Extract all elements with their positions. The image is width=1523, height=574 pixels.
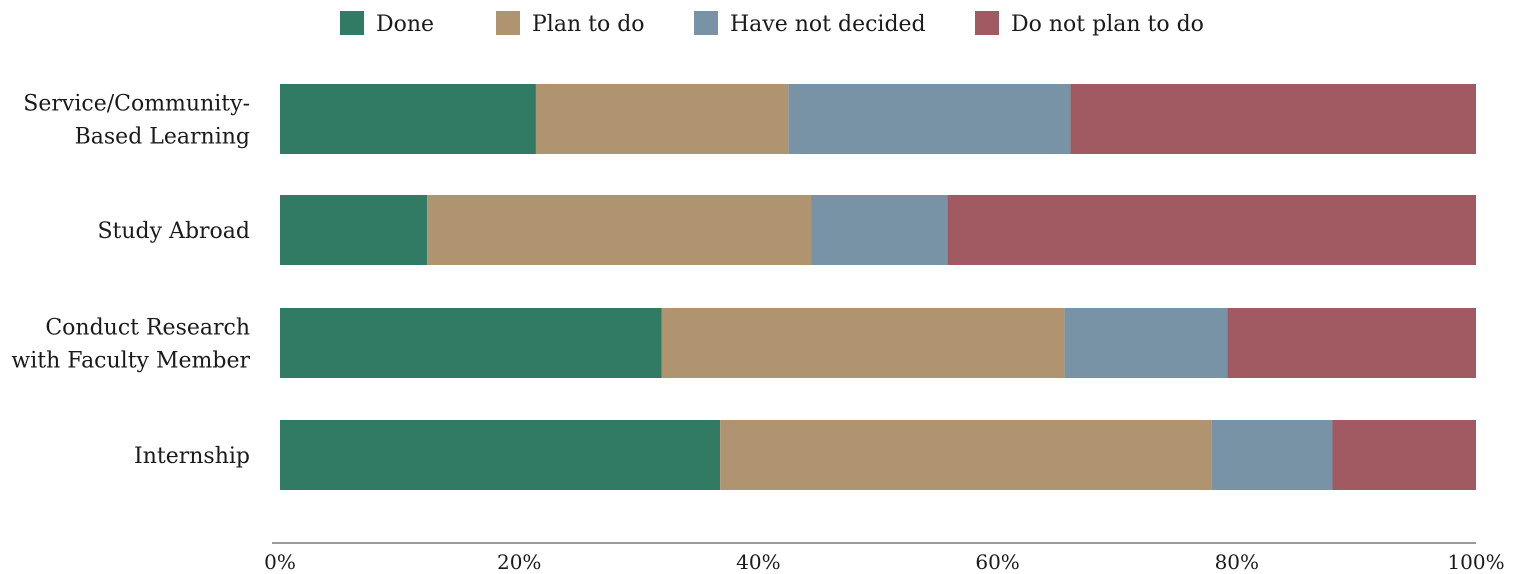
legend-label-0: Done	[376, 12, 434, 37]
category-label-3-0: Internship	[134, 444, 250, 469]
category-label-0-1: Based Learning	[75, 125, 250, 150]
bar-segment-1-0	[280, 195, 427, 265]
category-label-2-0: Conduct Research	[45, 316, 250, 341]
bar-segment-3-2	[1212, 420, 1333, 490]
bar-segment-0-2	[788, 84, 1070, 154]
bar-segment-0-0	[280, 84, 536, 154]
category-label-0-0: Service/Community-	[23, 92, 250, 117]
x-tick-label-3: 60%	[975, 550, 1019, 574]
legend-label-1: Plan to do	[532, 12, 645, 37]
bar-segment-1-3	[947, 195, 1476, 265]
x-tick-label-2: 40%	[736, 550, 780, 574]
bar-segment-2-3	[1227, 308, 1476, 378]
legend: Done Plan to do Have not decided Do not pla…	[340, 11, 1204, 37]
bar-segment-2-1	[662, 308, 1065, 378]
x-tick-label-4: 80%	[1215, 550, 1259, 574]
x-tick-label-1: 20%	[497, 550, 541, 574]
x-tick-label-5: 100%	[1447, 550, 1504, 574]
legend-label-2: Have not decided	[730, 12, 926, 37]
bar-segment-1-1	[427, 195, 811, 265]
legend-label-3: Do not plan to do	[1011, 12, 1204, 37]
bar-segment-0-3	[1071, 84, 1476, 154]
bar-segment-3-0	[280, 420, 720, 490]
legend-swatch-3	[975, 11, 999, 35]
category-label-2-1: with Faculty Member	[11, 349, 250, 374]
legend-swatch-0	[340, 11, 364, 35]
category-label-1-0: Study Abroad	[97, 219, 250, 244]
bar-segment-1-2	[811, 195, 947, 265]
legend-swatch-2	[694, 11, 718, 35]
category-labels: Service/Community- Based Learning Study Ab…	[11, 92, 250, 470]
x-tick-label-0: 0%	[264, 550, 296, 574]
bar-segment-0-1	[536, 84, 788, 154]
legend-swatch-1	[496, 11, 520, 35]
bar-segment-3-3	[1332, 420, 1476, 490]
bar-segment-2-0	[280, 308, 662, 378]
bars	[280, 84, 1476, 490]
bar-segment-2-2	[1065, 308, 1228, 378]
x-axis: 0% 20% 40% 60% 80% 100%	[264, 543, 1504, 574]
bar-segment-3-1	[720, 420, 1212, 490]
